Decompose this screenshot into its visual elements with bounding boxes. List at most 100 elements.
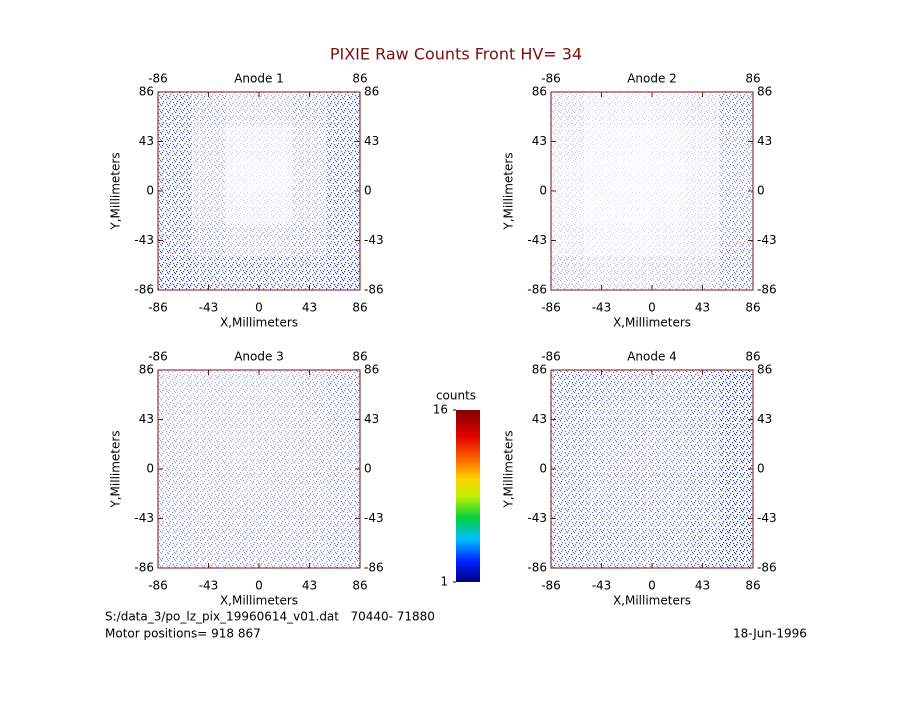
density-cell — [652, 92, 686, 125]
colorbar-label: counts — [436, 389, 476, 403]
density-cell — [719, 502, 753, 535]
density-cell — [158, 370, 192, 403]
density-cell — [618, 436, 652, 469]
density-cell — [191, 403, 226, 436]
y-axis-label: Y,Millimeters — [502, 430, 516, 508]
density-cell — [326, 158, 360, 191]
density-cell — [685, 370, 720, 403]
density-cell — [652, 502, 686, 535]
density-cell — [158, 125, 192, 158]
density-cell — [259, 224, 293, 257]
x-axis-label: X,Millimeters — [613, 594, 691, 608]
chart-title: PIXIE Raw Counts Front HV= 34 — [330, 45, 582, 64]
y2-tick-label: 43 — [757, 134, 772, 148]
y2-tick-label: 43 — [364, 412, 379, 426]
density-cell — [584, 92, 619, 125]
colorbar-tick-label: 16 — [433, 403, 448, 417]
panel-title: Anode 2 — [627, 72, 677, 86]
footer-date: 18-Jun-1996 — [733, 627, 807, 641]
density-cell — [685, 125, 720, 158]
density-cell — [259, 92, 293, 125]
x-tick-label: 0 — [648, 301, 656, 315]
x-tick-label: 86 — [745, 579, 760, 593]
density-cell — [685, 469, 720, 502]
y2-tick-label: -43 — [364, 233, 384, 247]
density-cell — [292, 502, 327, 535]
top-tick-label: -86 — [541, 72, 561, 86]
density-cell — [551, 191, 585, 224]
density-cell — [326, 125, 360, 158]
density-cell — [618, 92, 652, 125]
density-cell — [292, 469, 327, 502]
density-cell — [719, 191, 753, 224]
density-cell — [259, 158, 293, 191]
density-cell — [584, 158, 619, 191]
density-cell — [191, 224, 226, 257]
density-cell — [158, 469, 192, 502]
density-cell — [225, 158, 259, 191]
density-cell — [584, 125, 619, 158]
y-tick-label: -86 — [134, 561, 154, 575]
density-cell — [225, 370, 259, 403]
density-cell — [191, 191, 226, 224]
density-cell — [685, 436, 720, 469]
y-tick-label: 86 — [139, 363, 154, 377]
density-cell — [551, 92, 585, 125]
y2-tick-label: 86 — [364, 363, 379, 377]
x-tick-label: 86 — [352, 301, 367, 315]
density-cell — [719, 257, 753, 290]
y2-tick-label: 0 — [364, 184, 372, 198]
density-cell — [652, 125, 686, 158]
density-cell — [685, 224, 720, 257]
footer-file: S:/data_3/po_lz_pix_19960614_v01.dat 704… — [105, 610, 435, 624]
density-cell — [719, 92, 753, 125]
density-cell — [158, 403, 192, 436]
y-tick-label: -86 — [134, 283, 154, 297]
density-cell — [191, 469, 226, 502]
top-tick-label: 86 — [745, 72, 760, 86]
y2-tick-label: 0 — [757, 184, 765, 198]
y-tick-label: -43 — [527, 233, 547, 247]
density-cell — [685, 535, 720, 568]
density-cell — [259, 403, 293, 436]
density-cell — [685, 158, 720, 191]
panel-title: Anode 3 — [234, 350, 284, 364]
density-cell — [158, 191, 192, 224]
top-tick-label: 86 — [352, 350, 367, 364]
density-cell — [618, 469, 652, 502]
top-tick-label: -86 — [148, 350, 168, 364]
x-axis-label: X,Millimeters — [220, 316, 298, 330]
density-cell — [652, 224, 686, 257]
density-cell — [259, 502, 293, 535]
density-cell — [685, 191, 720, 224]
density-cell — [326, 257, 360, 290]
density-cell — [158, 436, 192, 469]
y-tick-label: -43 — [134, 511, 154, 525]
density-cell — [326, 502, 360, 535]
density-cell — [326, 191, 360, 224]
x-tick-label: 0 — [648, 579, 656, 593]
density-cell — [618, 158, 652, 191]
density-cell — [584, 535, 619, 568]
density-cell — [618, 224, 652, 257]
density-cell — [584, 224, 619, 257]
x-tick-label: 43 — [302, 301, 317, 315]
density-cell — [259, 436, 293, 469]
density-cell — [618, 257, 652, 290]
density-cell — [225, 257, 259, 290]
density-cell — [259, 535, 293, 568]
density-cell — [191, 158, 226, 191]
density-cell — [158, 502, 192, 535]
y2-tick-label: -43 — [757, 233, 777, 247]
y-tick-label: 86 — [532, 363, 547, 377]
density-cell — [225, 436, 259, 469]
density-cell — [652, 535, 686, 568]
density-cell — [326, 535, 360, 568]
density-cell — [584, 191, 619, 224]
density-cell — [652, 469, 686, 502]
density-cell — [225, 403, 259, 436]
density-cell — [652, 403, 686, 436]
y2-tick-label: -86 — [757, 561, 777, 575]
density-cell — [158, 158, 192, 191]
